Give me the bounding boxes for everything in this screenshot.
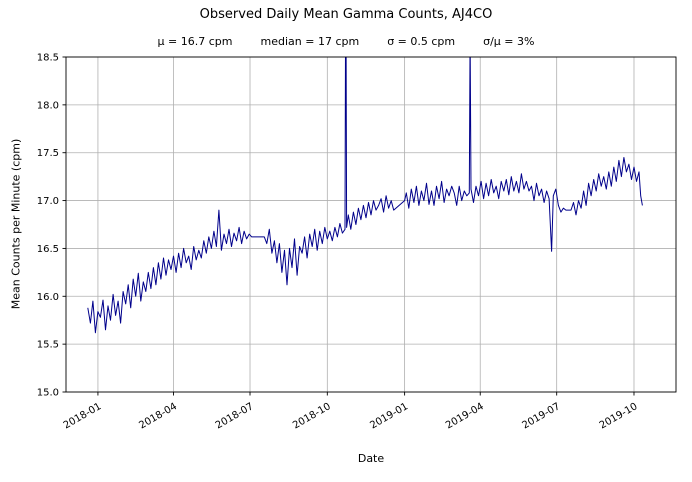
y-axis-label: Mean Counts per Minute (cpm) — [9, 138, 23, 310]
chart-title: Observed Daily Mean Gamma Counts, AJ4CO — [199, 7, 493, 22]
svg-text:18.0: 18.0 — [37, 100, 59, 111]
svg-text:16.0: 16.0 — [37, 292, 59, 303]
svg-text:15.0: 15.0 — [37, 388, 59, 399]
stat-sigma-over-mu: σ/μ = 3% — [483, 35, 535, 48]
svg-text:2019-04: 2019-04 — [444, 401, 486, 431]
svg-text:16.5: 16.5 — [37, 244, 59, 255]
svg-text:2019-10: 2019-10 — [598, 401, 640, 431]
svg-text:2018-07: 2018-07 — [214, 401, 256, 431]
stat-mean: μ = 16.7 cpm — [157, 35, 233, 48]
svg-text:15.5: 15.5 — [37, 340, 59, 351]
chart-subtitle: μ = 16.7 cpm median = 17 cpm σ = 0.5 cpm… — [0, 35, 692, 48]
svg-text:2018-04: 2018-04 — [137, 401, 179, 431]
stat-median: median = 17 cpm — [260, 35, 360, 48]
svg-text:2019-01: 2019-01 — [368, 401, 410, 431]
svg-text:2019-07: 2019-07 — [520, 401, 562, 431]
svg-text:2018-10: 2018-10 — [291, 401, 333, 431]
stat-sigma: σ = 0.5 cpm — [387, 35, 456, 48]
svg-text:17.0: 17.0 — [37, 196, 59, 207]
svg-text:17.5: 17.5 — [37, 148, 59, 159]
x-axis-label: Date — [357, 452, 385, 465]
svg-text:2018-01: 2018-01 — [62, 401, 104, 431]
svg-text:18.5: 18.5 — [37, 53, 59, 64]
